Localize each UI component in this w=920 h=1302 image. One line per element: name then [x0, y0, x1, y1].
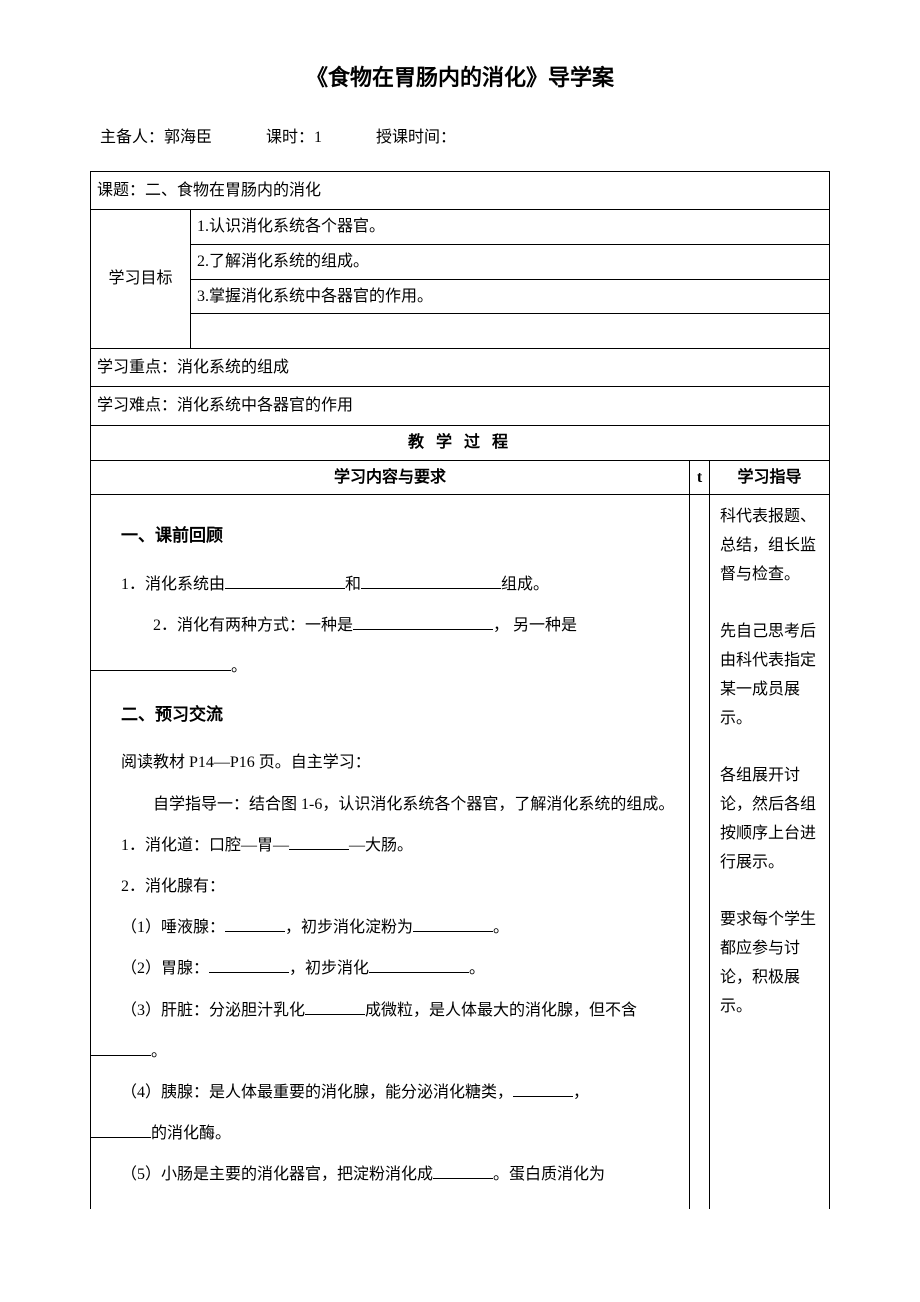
meta-row: 主备人：郭海臣 课时：1 授课时间： — [90, 125, 830, 151]
p5-c: 。 — [151, 1043, 167, 1060]
content-cell: 一、课前回顾 1．消化系统由 和 组成。 2．消化有两种方式：一种是 ， 另一种是 。… — [91, 495, 690, 1209]
topic-label: 课题： — [97, 182, 145, 199]
guide1-line: 自学指导一：结合图 1-6，认识消化系统各个器官，了解消化系统的组成。 — [91, 787, 681, 822]
goal-2: 2.了解消化系统的组成。 — [191, 244, 830, 279]
p4-c: 。 — [469, 960, 485, 977]
p4: （2）胃腺： ，初步消化 。 — [91, 951, 681, 986]
t-cell — [690, 495, 710, 1209]
p1: 1．消化道：口腔―胃― ―大肠。 — [91, 828, 681, 863]
process-header-row: 教 学 过 程 — [91, 425, 830, 460]
p7-a: （5）小肠是主要的消化器官，把淀粉消化成 — [121, 1166, 433, 1183]
p1-b: ―大肠。 — [349, 837, 413, 854]
p3-a: （1）唾液腺： — [121, 919, 225, 936]
goal-1: 1.认识消化系统各个器官。 — [191, 210, 830, 245]
p7-b: 。蛋白质消化为 — [493, 1166, 605, 1183]
difficulty-label: 学习难点： — [97, 397, 177, 414]
blank — [91, 655, 231, 671]
guide-3: 各组展开讨论，然后各组按顺序上台进行展示。 — [720, 762, 819, 877]
p3: （1）唾液腺： ，初步消化淀粉为 。 — [91, 910, 681, 945]
p5-a: （3）肝脏：分泌胆汁乳化 — [121, 1002, 305, 1019]
blank — [91, 1122, 151, 1138]
guide-cell: 科代表报题、总结，组长监督与检查。 先自己思考后由科代表指定某一成员展示。 各组… — [710, 495, 830, 1209]
p6-end: 的消化酶。 — [91, 1116, 681, 1151]
teach-time: 授课时间： — [376, 129, 456, 146]
column-header-row: 学习内容与要求 t 学习指导 — [91, 460, 830, 495]
process-header: 教 学 过 程 — [91, 425, 830, 460]
goal-row-empty — [91, 314, 830, 349]
review-q2-end: 。 — [91, 649, 681, 684]
guide-2: 先自己思考后由科代表指定某一成员展示。 — [720, 618, 819, 733]
q2-b: ， 另一种是 — [493, 617, 577, 634]
goal-empty — [191, 314, 830, 349]
q1-a: 1．消化系统由 — [121, 576, 225, 593]
t-col-header: t — [690, 460, 710, 495]
focus-label: 学习重点： — [97, 359, 177, 376]
blank — [433, 1163, 493, 1179]
review-q2: 2．消化有两种方式：一种是 ， 另一种是 — [91, 608, 681, 643]
blank — [289, 834, 349, 850]
p5-b: 成微粒，是人体最大的消化腺，但不含 — [365, 1002, 637, 1019]
preview-intro: 阅读教材 P14—P16 页。自主学习： — [91, 745, 681, 780]
focus-row: 学习重点：消化系统的组成 — [91, 348, 830, 387]
guide-1: 科代表报题、总结，组长监督与检查。 — [720, 503, 819, 589]
review-title: 一、课前回顾 — [91, 517, 681, 554]
q1-c: 组成。 — [501, 576, 549, 593]
period: 课时：1 — [266, 129, 322, 146]
guide1: 自学指导一：结合图 1-6，认识消化系统各个器官，了解消化系统的组成。 — [153, 796, 674, 813]
q1-b: 和 — [345, 576, 361, 593]
blank — [225, 573, 345, 589]
p4-b: ，初步消化 — [289, 960, 369, 977]
p5: （3）肝脏：分泌胆汁乳化 成微粒，是人体最大的消化腺，但不含 — [91, 993, 681, 1028]
goal-row-2: 2.了解消化系统的组成。 — [91, 244, 830, 279]
topic-value: 二、食物在胃肠内的消化 — [145, 182, 321, 199]
main-table: 课题：二、食物在胃肠内的消化 学习目标 1.认识消化系统各个器官。 2.了解消化… — [90, 171, 830, 1209]
content-col-header: 学习内容与要求 — [91, 460, 690, 495]
preparer: 主备人：郭海臣 — [100, 129, 212, 146]
preview-title: 二、预习交流 — [91, 696, 681, 733]
p6-a: （4）胰腺：是人体最重要的消化腺，能分泌消化糖类， — [121, 1084, 513, 1101]
blank — [209, 957, 289, 973]
goal-3: 3.掌握消化系统中各器官的作用。 — [191, 279, 830, 314]
blank — [413, 916, 493, 932]
p5-end: 。 — [91, 1034, 681, 1069]
blank — [513, 1081, 573, 1097]
p6: （4）胰腺：是人体最重要的消化腺，能分泌消化糖类， ， — [91, 1075, 681, 1110]
blank — [361, 573, 501, 589]
guide-4: 要求每个学生都应参与讨论，积极展示。 — [720, 906, 819, 1021]
blank — [305, 999, 365, 1015]
blank — [91, 1040, 151, 1056]
guide-col-header: 学习指导 — [710, 460, 830, 495]
p4-a: （2）胃腺： — [121, 960, 209, 977]
content-row: 一、课前回顾 1．消化系统由 和 组成。 2．消化有两种方式：一种是 ， 另一种是 。… — [91, 495, 830, 1209]
q2-c: 。 — [231, 658, 247, 675]
difficulty-row: 学习难点：消化系统中各器官的作用 — [91, 387, 830, 426]
goal-row-3: 3.掌握消化系统中各器官的作用。 — [91, 279, 830, 314]
p6-c: 的消化酶。 — [151, 1125, 231, 1142]
p3-c: 。 — [493, 919, 509, 936]
p7: （5）小肠是主要的消化器官，把淀粉消化成 。蛋白质消化为 — [91, 1157, 681, 1192]
goal-label: 学习目标 — [91, 210, 191, 348]
p1-a: 1．消化道：口腔―胃― — [121, 837, 289, 854]
topic-row: 课题：二、食物在胃肠内的消化 — [91, 171, 830, 210]
q2-a: 2．消化有两种方式：一种是 — [153, 617, 353, 634]
document-title: 《食物在胃肠内的消化》导学案 — [90, 60, 830, 95]
focus-value: 消化系统的组成 — [177, 359, 289, 376]
goal-row-1: 学习目标 1.认识消化系统各个器官。 — [91, 210, 830, 245]
p6-b: ， — [573, 1084, 589, 1101]
blank — [369, 957, 469, 973]
difficulty-value: 消化系统中各器官的作用 — [177, 397, 353, 414]
review-q1: 1．消化系统由 和 组成。 — [91, 567, 681, 602]
p2: 2．消化腺有： — [91, 869, 681, 904]
blank — [225, 916, 285, 932]
blank — [353, 614, 493, 630]
p3-b: ，初步消化淀粉为 — [285, 919, 413, 936]
